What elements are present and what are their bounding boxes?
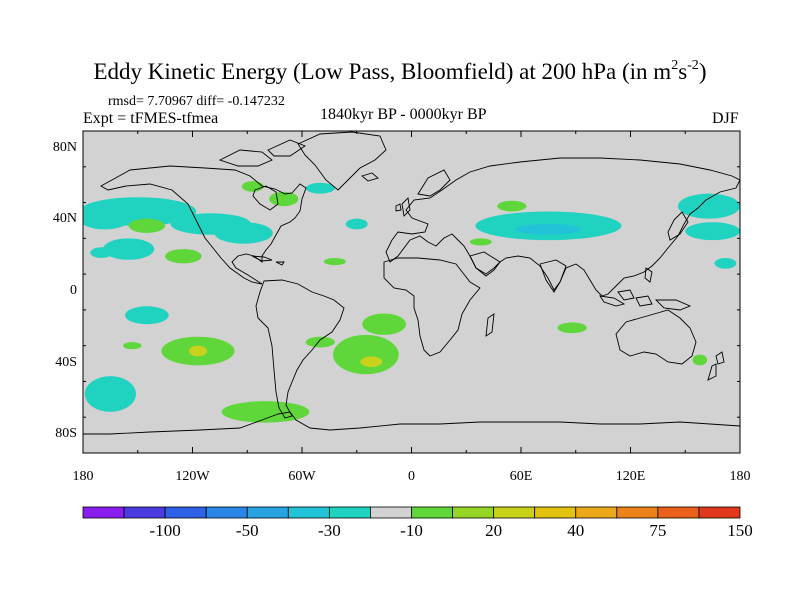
colorbar-swatch bbox=[287, 506, 330, 519]
anomaly-patch bbox=[333, 334, 399, 375]
coastline-japan bbox=[667, 211, 689, 241]
longitude-label: 180 bbox=[729, 469, 751, 484]
coastline-arctic-islands bbox=[218, 149, 273, 167]
title-sup-1: 2 bbox=[671, 58, 679, 73]
anomaly-patch bbox=[241, 181, 264, 192]
colorbar-swatch bbox=[164, 506, 207, 519]
experiment-label: Expt = tFMES-tfmea bbox=[83, 110, 219, 127]
anomaly-patch bbox=[90, 247, 113, 259]
title-sup-2: -2 bbox=[687, 58, 699, 73]
colorbar-swatch bbox=[123, 506, 166, 519]
anomaly-layer bbox=[83, 181, 740, 423]
anomaly-patch bbox=[123, 342, 142, 350]
coastline-antarctica bbox=[83, 411, 740, 435]
anomaly-patch bbox=[685, 222, 740, 241]
chart-title: Eddy Kinetic Energy (Low Pass, Bloomfiel… bbox=[0, 58, 800, 85]
anomaly-patch bbox=[128, 218, 166, 233]
colorbar-label: 75 bbox=[649, 521, 667, 540]
coastline-madagascar bbox=[485, 313, 495, 337]
title-main: Eddy Kinetic Energy (Low Pass, Bloomfiel… bbox=[93, 59, 672, 84]
colorbar-label: -50 bbox=[235, 521, 259, 540]
colorbar-swatch bbox=[82, 506, 125, 519]
latitude-label: 40N bbox=[52, 211, 77, 227]
anomaly-patch bbox=[305, 182, 335, 194]
anomaly-patch bbox=[84, 376, 136, 412]
colorbar-swatch bbox=[328, 506, 371, 519]
anomaly-patch bbox=[165, 249, 202, 264]
colorbar-label: 40 bbox=[567, 521, 585, 540]
anomaly-patch bbox=[362, 313, 407, 335]
colorbar-swatch bbox=[493, 506, 536, 519]
colorbar-swatch bbox=[452, 506, 495, 519]
stats-label: rmsd= 7.70967 diff= -0.147232 bbox=[108, 94, 285, 109]
colorbar-swatch bbox=[657, 506, 700, 519]
colorbar-label: -100 bbox=[149, 521, 181, 540]
anomaly-patch bbox=[692, 354, 708, 366]
coastline-south-america bbox=[255, 279, 345, 419]
longitude-label: 60E bbox=[509, 469, 533, 484]
latitude-label: 0 bbox=[70, 283, 77, 298]
colorbar-label: -10 bbox=[400, 521, 423, 540]
coastline-africa bbox=[383, 257, 481, 357]
anomaly-patch bbox=[124, 306, 169, 325]
longitude-label: 60W bbox=[288, 469, 316, 484]
coastline-layer bbox=[83, 131, 740, 435]
anomaly-patch bbox=[345, 218, 368, 230]
anomaly-patch bbox=[497, 200, 527, 212]
coastline-north-america bbox=[100, 165, 307, 285]
map-background bbox=[83, 131, 740, 453]
anomaly-patch bbox=[83, 207, 131, 230]
season-label: DJF bbox=[712, 110, 739, 127]
title-close: ) bbox=[698, 59, 707, 84]
colorbar-swatch bbox=[246, 506, 289, 519]
title-mid: s bbox=[678, 59, 688, 84]
longitude-label: 0 bbox=[408, 469, 415, 484]
anomaly-patch bbox=[557, 322, 587, 334]
anomaly-patch bbox=[677, 193, 740, 219]
axis-tick-marks bbox=[82, 130, 741, 454]
anomaly-patch bbox=[221, 401, 310, 423]
anomaly-patch bbox=[188, 345, 208, 357]
anomaly-patch bbox=[323, 258, 346, 266]
colorbar-swatch bbox=[698, 506, 741, 519]
colorbar-swatch bbox=[370, 506, 412, 519]
coastline-british-isles bbox=[401, 197, 411, 217]
colorbar-label: 150 bbox=[727, 521, 753, 540]
longitude-label: 120W bbox=[175, 469, 210, 484]
coastline-greenland bbox=[297, 131, 387, 191]
latitude-label: 80S bbox=[55, 426, 77, 442]
colorbar-label: 20 bbox=[485, 521, 503, 540]
latitude-label: 40S bbox=[55, 354, 77, 370]
latitude-label: 80N bbox=[52, 139, 77, 155]
anomaly-patch bbox=[714, 258, 737, 269]
anomaly-patch bbox=[214, 222, 273, 244]
colorbar-label: -30 bbox=[318, 521, 341, 540]
coastline-australia bbox=[615, 309, 697, 365]
colorbar bbox=[82, 506, 741, 519]
longitude-label: 180 bbox=[72, 469, 94, 484]
colorbar-swatch bbox=[575, 506, 618, 519]
colorbar-swatch bbox=[205, 506, 248, 519]
colorbar-swatch bbox=[411, 506, 453, 519]
period-label: 1840kyr BP - 0000kyr BP bbox=[320, 106, 487, 123]
coastline-hudson-bay bbox=[252, 185, 279, 211]
colorbar-swatch bbox=[616, 506, 659, 519]
anomaly-patch bbox=[305, 336, 335, 348]
anomaly-patch bbox=[103, 238, 155, 260]
anomaly-patch bbox=[360, 356, 383, 368]
anomaly-patch bbox=[269, 191, 299, 207]
longitude-label: 120E bbox=[615, 469, 646, 484]
anomaly-patch bbox=[515, 224, 582, 235]
anomaly-patch bbox=[469, 238, 492, 246]
colorbar-swatch bbox=[534, 506, 577, 519]
